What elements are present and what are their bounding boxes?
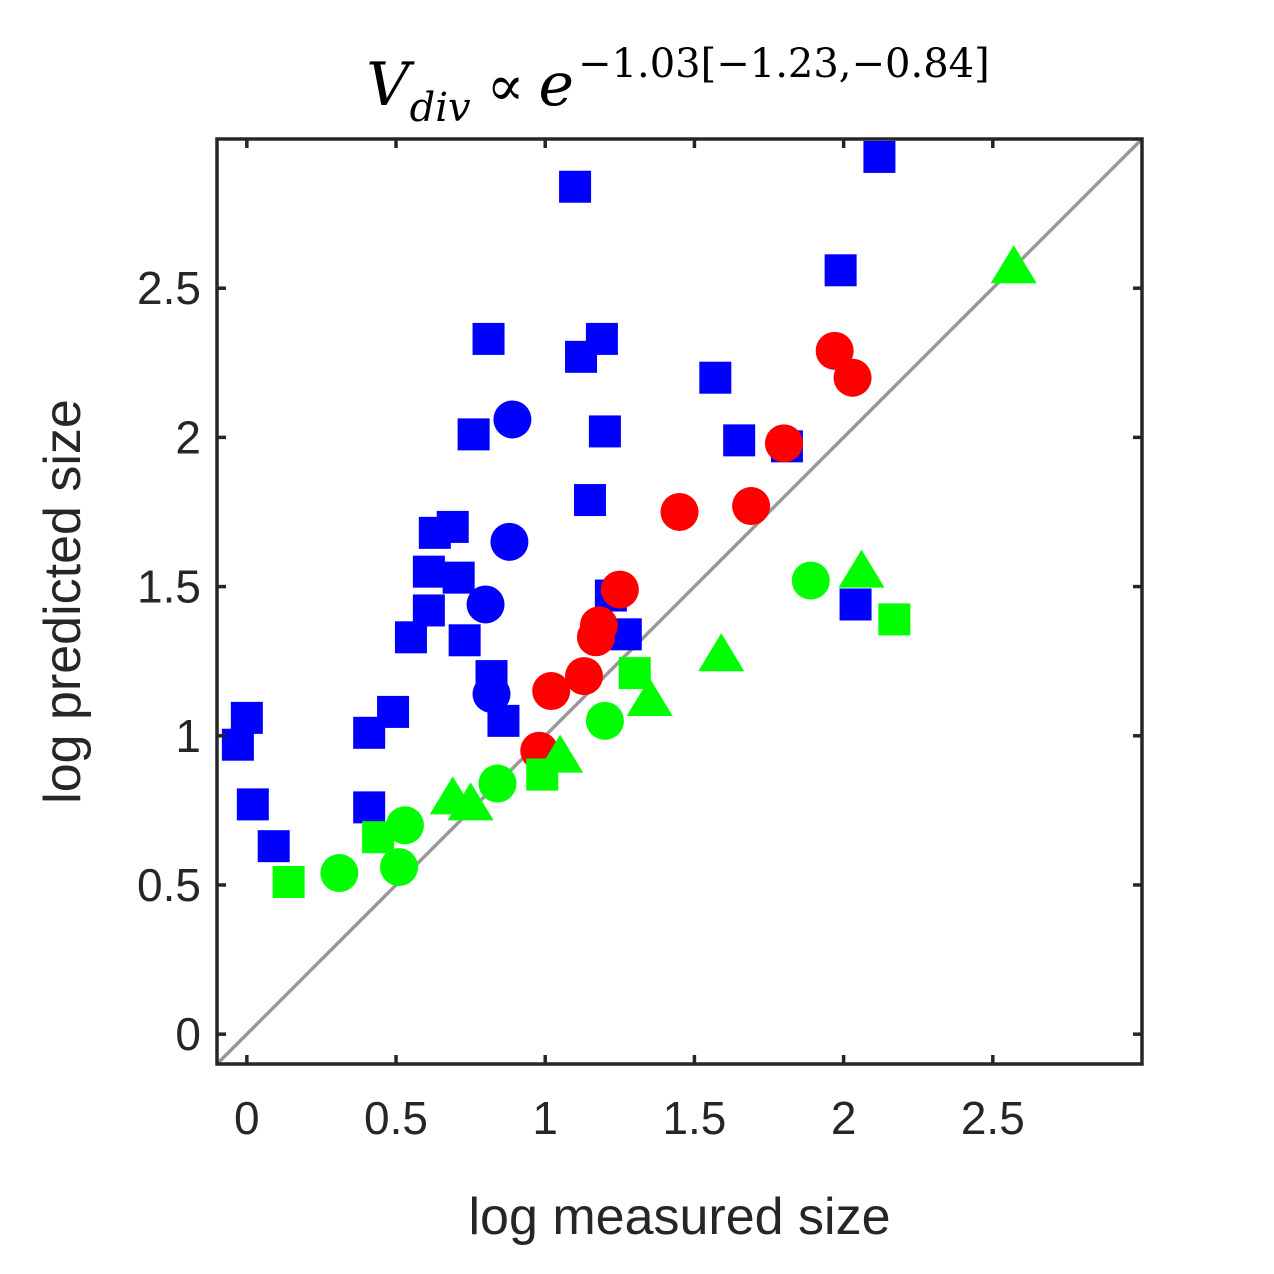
blue-square-point xyxy=(412,555,445,588)
identity-line xyxy=(215,137,1144,1066)
red-circle-point xyxy=(815,331,854,370)
blue-circle-point xyxy=(472,675,511,713)
red-circle-point xyxy=(579,606,618,645)
red-circle-point xyxy=(600,570,639,609)
blue-square-point xyxy=(236,788,269,821)
green-circle-point xyxy=(791,561,830,600)
x-axis-label: log measured size xyxy=(469,1188,891,1246)
y-tick-label: 2.5 xyxy=(137,262,201,314)
y-tick-label: 1 xyxy=(175,710,201,762)
marker-layer xyxy=(221,140,1037,898)
red-circle-point xyxy=(532,672,571,711)
green-triangle-point xyxy=(537,734,584,773)
y-tick-label: 0.5 xyxy=(137,859,201,911)
blue-square-point xyxy=(824,254,857,287)
y-axis-label: log predicted size xyxy=(34,399,92,804)
blue-circle-point xyxy=(493,400,532,439)
x-tick-label: 2.5 xyxy=(961,1092,1025,1144)
blue-square-point xyxy=(723,424,756,457)
blue-square-point xyxy=(257,830,290,863)
green-square-point xyxy=(878,603,911,636)
blue-square-point xyxy=(699,361,732,394)
x-tick-label: 1 xyxy=(532,1092,558,1144)
blue-square-point xyxy=(839,588,872,621)
green-square-point xyxy=(272,865,305,898)
blue-square-point xyxy=(377,695,410,728)
green-triangle-point xyxy=(838,549,885,588)
blue-square-point xyxy=(457,418,490,451)
green-circle-point xyxy=(585,701,624,740)
blue-square-point xyxy=(588,415,621,448)
blue-square-point xyxy=(442,561,475,594)
identity-line-layer xyxy=(215,137,1144,1066)
blue-square-point xyxy=(863,140,896,173)
x-tick-label: 1.5 xyxy=(662,1092,726,1144)
green-triangle-point xyxy=(698,633,745,672)
blue-square-point xyxy=(436,510,469,543)
blue-square-point xyxy=(353,791,386,824)
chart-title: Vdiv ∝ e −1.03[−1.23,−0.84] xyxy=(366,41,989,131)
green-square-point xyxy=(618,657,651,690)
red-circle-point xyxy=(732,487,771,526)
blue-circle-point xyxy=(490,522,529,561)
y-tick-label: 1.5 xyxy=(137,561,201,613)
green-circle-point xyxy=(478,764,517,803)
blue-square-point xyxy=(573,484,606,517)
blue-square-point xyxy=(448,624,481,657)
axes-box xyxy=(215,137,1144,1066)
red-circle-point xyxy=(565,657,604,696)
blue-square-point xyxy=(221,728,254,761)
green-triangle-point xyxy=(626,677,673,716)
green-circle-point xyxy=(320,854,359,893)
blue-square-point xyxy=(412,594,445,627)
x-tick-label: 2 xyxy=(831,1092,857,1144)
tick-layer: 0 0.5 1 1.5 2 2.5 0 0.5 1 1.5 2 2.5 xyxy=(137,139,1142,1144)
y-tick-label: 2 xyxy=(175,411,201,463)
blue-square-point xyxy=(559,170,592,203)
green-triangle-point xyxy=(990,245,1037,284)
red-circle-point xyxy=(764,424,803,463)
x-tick-label: 0.5 xyxy=(364,1092,428,1144)
x-tick-label: 0 xyxy=(234,1092,260,1144)
blue-square-point xyxy=(230,701,263,734)
y-tick-label: 0 xyxy=(175,1008,201,1060)
green-triangle-point xyxy=(447,782,494,821)
blue-square-point xyxy=(472,322,505,355)
green-circle-point xyxy=(385,806,424,845)
red-circle-point xyxy=(833,358,872,397)
blue-square-point xyxy=(585,322,618,355)
plot-area: 0 0.5 1 1.5 2 2.5 0 0.5 1 1.5 2 2.5 xyxy=(137,137,1144,1144)
blue-square-point xyxy=(394,621,427,654)
blue-circle-point xyxy=(466,585,505,624)
green-circle-point xyxy=(380,848,419,887)
red-circle-point xyxy=(660,492,699,531)
